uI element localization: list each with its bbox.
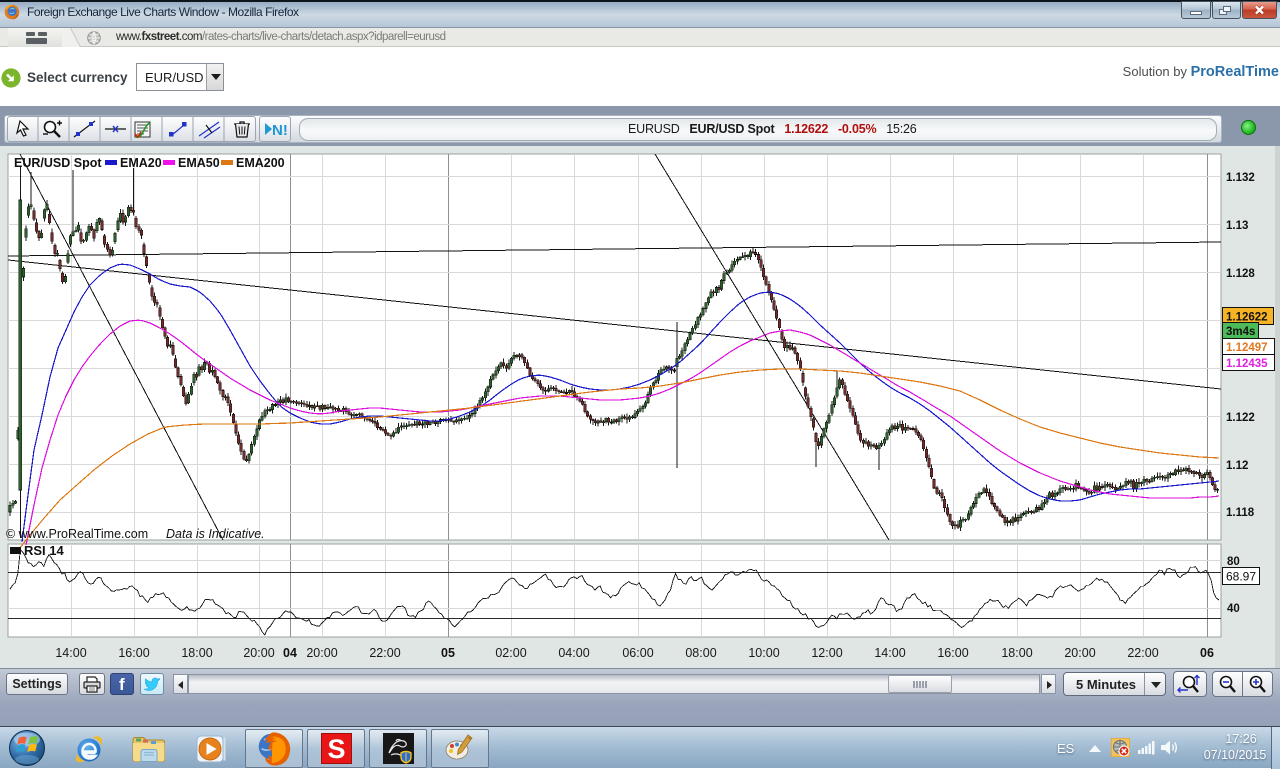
svg-text:12:00: 12:00 (811, 646, 842, 660)
svg-text:20:00: 20:00 (1064, 646, 1095, 660)
svg-text:20:00: 20:00 (306, 646, 337, 660)
svg-text:05: 05 (441, 646, 455, 660)
svg-text:1.13: 1.13 (1226, 220, 1248, 232)
svg-text:68.97: 68.97 (1226, 570, 1256, 584)
svg-text:© www.ProRealTime.com: © www.ProRealTime.com (6, 527, 148, 541)
svg-text:22:00: 22:00 (369, 646, 400, 660)
svg-text:14:00: 14:00 (874, 646, 905, 660)
svg-text:1.12: 1.12 (1226, 460, 1248, 472)
svg-text:1.12497: 1.12497 (1226, 342, 1268, 354)
svg-text:16:00: 16:00 (937, 646, 968, 660)
svg-text:08:00: 08:00 (685, 646, 716, 660)
svg-text:EMA50: EMA50 (178, 156, 220, 170)
svg-text:EMA20: EMA20 (120, 156, 162, 170)
svg-text:10:00: 10:00 (748, 646, 779, 660)
svg-text:02:00: 02:00 (495, 646, 526, 660)
svg-text:EUR/USD Spot: EUR/USD Spot (14, 156, 102, 170)
svg-text:1.132: 1.132 (1226, 172, 1255, 184)
svg-text:1.118: 1.118 (1226, 507, 1255, 519)
svg-text:06: 06 (1200, 646, 1214, 660)
svg-text:1.122: 1.122 (1226, 412, 1255, 424)
svg-text:18:00: 18:00 (181, 646, 212, 660)
svg-text:18:00: 18:00 (1001, 646, 1032, 660)
svg-text:14:00: 14:00 (55, 646, 86, 660)
svg-text:06:00: 06:00 (622, 646, 653, 660)
svg-text:04: 04 (283, 646, 297, 660)
svg-text:40: 40 (1227, 603, 1240, 615)
svg-text:16:00: 16:00 (118, 646, 149, 660)
svg-text:Data is Indicative.: Data is Indicative. (166, 527, 265, 541)
svg-text:80: 80 (1227, 556, 1240, 568)
svg-text:22:00: 22:00 (1127, 646, 1158, 660)
svg-text:20:00: 20:00 (243, 646, 274, 660)
svg-text:3m4s: 3m4s (1226, 326, 1255, 338)
svg-text:EMA200: EMA200 (236, 156, 285, 170)
svg-text:RSI 14: RSI 14 (24, 543, 65, 558)
svg-text:N!: N! (272, 122, 288, 139)
svg-text:1.12435: 1.12435 (1226, 358, 1268, 370)
svg-text:04:00: 04:00 (558, 646, 589, 660)
svg-text:1.12622: 1.12622 (1226, 312, 1268, 324)
svg-text:1.128: 1.128 (1226, 268, 1255, 280)
